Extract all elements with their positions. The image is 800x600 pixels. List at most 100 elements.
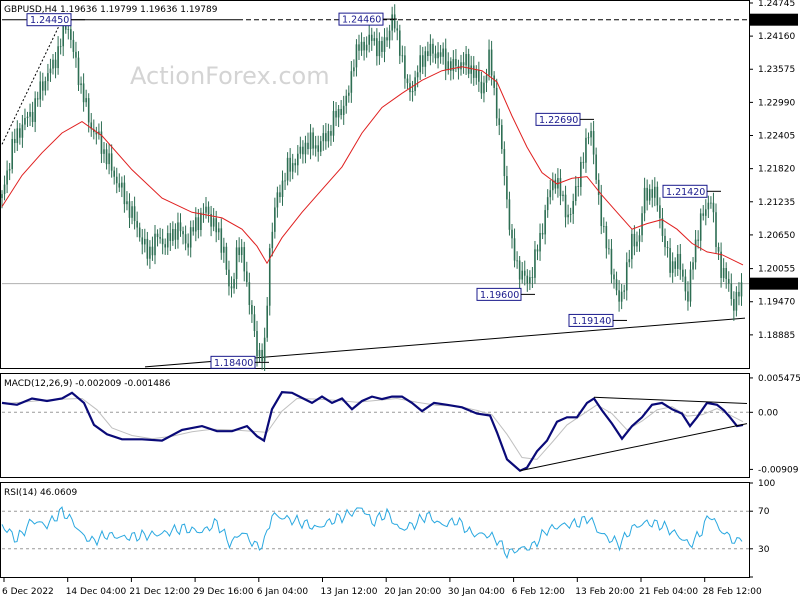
candle-body — [416, 72, 419, 78]
candle-body — [577, 186, 580, 187]
candle-body — [562, 194, 564, 197]
candle-body — [110, 153, 113, 171]
candle-body — [276, 192, 279, 208]
candle-body — [70, 29, 72, 40]
candle-body — [421, 55, 424, 67]
candle-body — [488, 49, 490, 76]
candle-body — [536, 249, 539, 252]
candle-body — [427, 51, 429, 57]
y-tick-label: 1.23575 — [758, 65, 795, 75]
candle-body — [643, 187, 646, 214]
candle-body — [174, 229, 177, 240]
candle-body — [656, 186, 659, 206]
candle-body — [325, 133, 327, 142]
rsi-y-tick-label: 100 — [758, 479, 775, 489]
candle-body — [42, 81, 44, 91]
candle-body — [705, 209, 707, 216]
candle-body — [75, 51, 77, 58]
candle-body — [735, 291, 738, 311]
candle-body — [57, 46, 59, 69]
candle-body — [414, 77, 416, 91]
candle-body — [77, 57, 80, 86]
candle-body — [574, 186, 577, 202]
candle-body — [256, 330, 258, 357]
candle-body — [291, 163, 294, 172]
candle-body — [424, 51, 427, 67]
candle-body — [49, 68, 52, 74]
candle-body — [126, 201, 128, 205]
candle-body — [39, 81, 42, 100]
candle-body — [518, 260, 521, 280]
candle-body — [215, 218, 217, 233]
candle-body — [179, 222, 182, 232]
rsi-line — [1, 506, 743, 560]
x-tick-label: 29 Dec 16:00 — [193, 587, 254, 597]
candle-body — [335, 110, 337, 118]
candle-body — [733, 298, 735, 311]
candle-body — [513, 238, 516, 261]
candle-body — [284, 180, 286, 182]
candle-body — [549, 190, 552, 198]
candle-body — [105, 149, 108, 165]
candle-body — [567, 214, 569, 218]
candle-body — [676, 253, 679, 269]
x-tick-label: 21 Dec 12:00 — [129, 587, 190, 597]
candle-body — [664, 235, 666, 248]
candle-body — [633, 233, 636, 247]
candle-body — [141, 237, 144, 245]
candle-body — [59, 46, 62, 48]
candle-body — [149, 246, 151, 259]
candle-body — [322, 133, 325, 142]
y-tick-label: 1.22990 — [758, 98, 795, 108]
candle-body — [164, 244, 166, 248]
candle-body — [554, 179, 557, 189]
candle-body — [396, 28, 399, 31]
current-price-label: 1.19789 — [754, 280, 791, 290]
candle-body — [314, 145, 317, 149]
candle-body — [274, 207, 276, 232]
candle-body — [189, 227, 192, 248]
candle-body — [261, 349, 263, 362]
price-annotation-label: 1.18400 — [214, 358, 253, 369]
candle-body — [230, 286, 233, 289]
candle-body — [511, 229, 513, 239]
candle-body — [146, 238, 149, 259]
candle-body — [694, 239, 697, 263]
candle-body — [205, 206, 207, 213]
candle-body — [483, 82, 485, 94]
candle-body — [16, 128, 19, 144]
candle-body — [217, 228, 220, 233]
candle-body — [281, 180, 284, 198]
candle-body — [87, 98, 90, 123]
candle-body — [271, 231, 274, 249]
candle-body — [184, 234, 187, 244]
candle-body — [151, 246, 154, 256]
rsi-y-tick-label: 70 — [758, 507, 770, 517]
candle-body — [24, 118, 26, 125]
candle-body — [302, 146, 304, 155]
candle-body — [702, 213, 705, 216]
x-tick-label: 13 Feb 20:00 — [575, 587, 634, 597]
candle-body — [544, 210, 546, 235]
candle-body — [712, 202, 715, 213]
candle-body — [243, 247, 246, 272]
candle-body — [738, 291, 740, 297]
price-annotation-label: 1.22690 — [539, 115, 578, 126]
macd-y-tick-label: 0.00 — [758, 408, 778, 418]
candle-body — [546, 197, 549, 211]
candle-body — [460, 62, 462, 70]
candle-body — [98, 131, 100, 135]
y-tick-label: 1.19470 — [758, 298, 795, 308]
candle-body — [172, 229, 174, 241]
x-tick-label: 6 Dec 2022 — [2, 587, 54, 597]
candle-body — [646, 187, 648, 201]
candle-body — [121, 182, 123, 188]
candle-body — [411, 90, 414, 93]
candle-body — [439, 52, 442, 57]
candle-body — [475, 70, 478, 78]
candle-body — [192, 227, 195, 232]
candle-body — [304, 142, 307, 155]
candle-body — [136, 221, 138, 228]
candle-body — [309, 132, 312, 150]
candle-body — [238, 247, 240, 256]
